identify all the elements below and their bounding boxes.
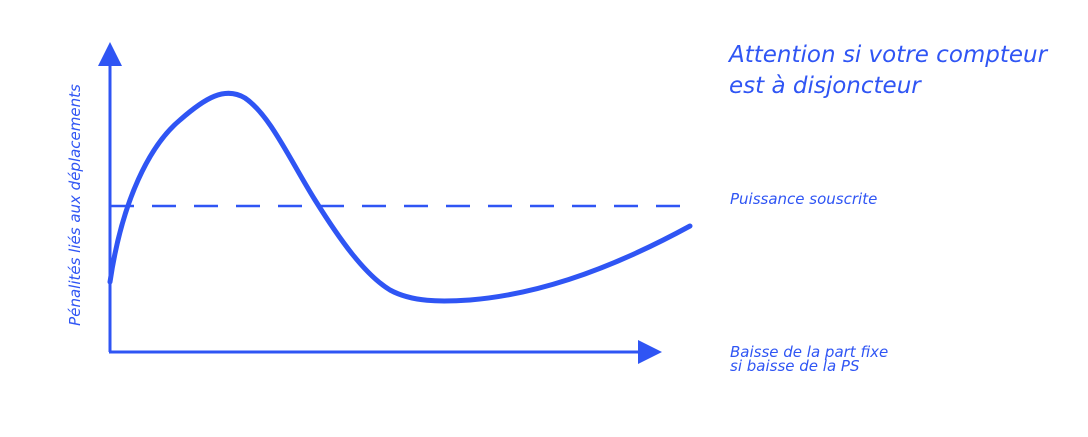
y-axis-arrowhead [98, 42, 122, 66]
threshold-label: Puissance souscrite [730, 190, 878, 208]
x-axis-label: Baisse de la part fixe si baisse de la P… [730, 343, 889, 375]
headline-line-2: est à disjoncteur [729, 73, 921, 99]
headline: Attention si votre compteur est à disjon… [729, 40, 1047, 102]
x-axis-label-line-2: si baisse de la PS [730, 357, 860, 375]
headline-line-1: Attention si votre compteur [729, 42, 1048, 68]
x-axis-label-line-1: Baisse de la part fixe [730, 343, 889, 361]
x-axis-arrowhead [638, 340, 662, 364]
consumption-curve [107, 90, 693, 304]
y-axis-label: Pénalités liés aux déplacements [66, 84, 84, 326]
